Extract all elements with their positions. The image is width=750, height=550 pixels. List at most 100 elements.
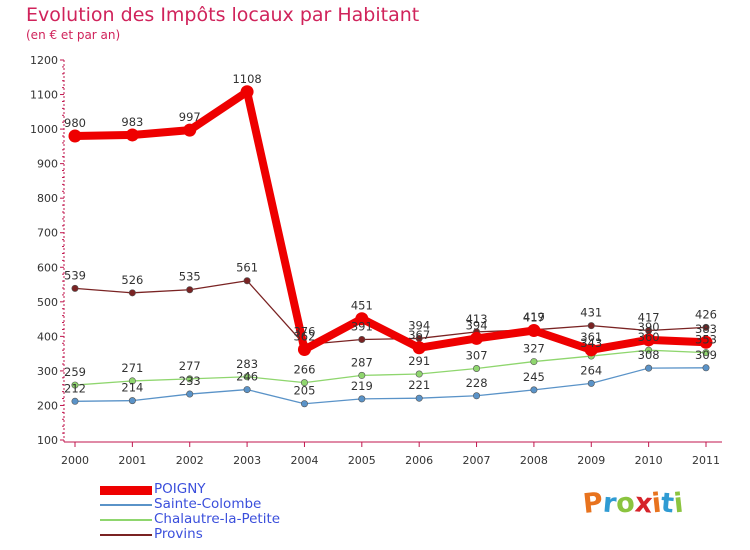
data-label-sainte-colombe: 228 — [466, 376, 488, 390]
data-label-provins: 419 — [523, 310, 545, 324]
legend-swatch — [100, 486, 152, 495]
legend-swatch — [100, 534, 152, 536]
data-point-sainte-colombe — [243, 386, 251, 394]
data-label-provins: 413 — [466, 312, 488, 326]
data-label-provins: 539 — [64, 268, 86, 282]
data-point-poigny — [412, 341, 426, 355]
y-tick-label: 900 — [37, 158, 58, 171]
data-label-provins: 561 — [236, 261, 258, 275]
x-tick-label: 2002 — [176, 454, 204, 467]
x-tick-label: 2009 — [577, 454, 605, 467]
y-tick-label: 1000 — [30, 123, 58, 136]
data-label-poigny: 1108 — [232, 72, 261, 86]
legend-label: Chalautre-la-Petite — [154, 511, 281, 527]
data-point-poigny — [355, 312, 369, 326]
y-tick-label: 1100 — [30, 89, 58, 102]
data-label-chalautre-la-petite: 291 — [408, 354, 430, 368]
data-point-chalautre-la-petite — [128, 377, 136, 385]
data-label-sainte-colombe: 221 — [408, 378, 430, 392]
logo-letter: i — [672, 487, 686, 520]
data-point-provins — [243, 277, 251, 285]
data-label-poigny: 997 — [179, 110, 201, 124]
data-point-chalautre-la-petite — [530, 358, 538, 366]
data-label-provins: 376 — [293, 325, 315, 339]
data-label-provins: 431 — [580, 306, 602, 320]
legend-label: Provins — [154, 526, 203, 542]
y-tick-label: 1200 — [30, 54, 58, 67]
x-tick-label: 2008 — [520, 454, 548, 467]
y-tick-label: 100 — [37, 434, 58, 447]
data-point-chalautre-la-petite — [473, 364, 481, 372]
data-label-poigny: 362 — [293, 329, 315, 343]
data-label-sainte-colombe: 246 — [236, 370, 258, 384]
data-label-poigny: 983 — [121, 115, 143, 129]
data-point-chalautre-la-petite — [300, 379, 308, 387]
x-tick-label: 2004 — [290, 454, 318, 467]
data-label-chalautre-la-petite: 287 — [351, 355, 373, 369]
data-label-chalautre-la-petite: 283 — [236, 357, 258, 371]
data-label-sainte-colombe: 309 — [695, 348, 717, 362]
series-line-poigny — [71, 87, 710, 354]
data-point-provins — [358, 335, 366, 343]
series-line-sainte-colombe — [74, 367, 707, 405]
chart-subtitle: (en € et par an) — [26, 28, 121, 42]
data-label-chalautre-la-petite: 327 — [523, 342, 545, 356]
data-point-poigny — [68, 129, 82, 143]
data-point-poigny — [527, 323, 541, 337]
data-point-provins — [186, 286, 194, 294]
data-label-chalautre-la-petite: 266 — [293, 363, 315, 377]
data-point-chalautre-la-petite — [243, 373, 251, 381]
data-label-poigny: 367 — [408, 328, 430, 342]
data-label-provins: 535 — [179, 270, 201, 284]
data-point-sainte-colombe — [128, 397, 136, 405]
data-point-poigny — [125, 128, 139, 142]
data-point-sainte-colombe — [645, 364, 653, 372]
legend-swatch — [100, 519, 152, 521]
x-tick-label: 2010 — [635, 454, 663, 467]
data-label-poigny: 383 — [695, 322, 717, 336]
data-point-poigny — [642, 333, 656, 347]
data-label-chalautre-la-petite: 259 — [64, 365, 86, 379]
data-point-sainte-colombe — [415, 394, 423, 402]
x-tick-label: 2007 — [463, 454, 491, 467]
y-tick-label: 400 — [37, 330, 58, 343]
x-tick-label: 2005 — [348, 454, 376, 467]
chart-title: Evolution des Impôts locaux par Habitant — [26, 4, 420, 26]
y-tick-label: 600 — [37, 261, 58, 274]
data-label-sainte-colombe: 212 — [64, 381, 86, 395]
data-label-sainte-colombe: 233 — [179, 374, 201, 388]
data-point-sainte-colombe — [358, 395, 366, 403]
data-point-poigny — [297, 342, 311, 356]
data-point-poigny — [699, 335, 713, 349]
data-point-provins — [587, 322, 595, 330]
data-label-sainte-colombe: 264 — [580, 363, 602, 377]
data-label-sainte-colombe: 308 — [638, 348, 660, 362]
data-point-provins — [71, 284, 79, 292]
x-tick-label: 2011 — [692, 454, 720, 467]
data-point-chalautre-la-petite — [358, 371, 366, 379]
data-label-poigny: 451 — [351, 299, 373, 313]
data-label-chalautre-la-petite: 343 — [580, 336, 602, 350]
proxiti-logo: Proxiti — [581, 487, 686, 520]
data-label-poigny: 394 — [466, 318, 488, 332]
data-point-chalautre-la-petite — [702, 349, 710, 357]
x-tick-label: 2000 — [61, 454, 89, 467]
data-label-provins: 526 — [121, 273, 143, 287]
data-point-poigny — [470, 331, 484, 345]
data-point-poigny — [584, 343, 598, 357]
data-label-poigny: 980 — [64, 116, 86, 130]
data-label-provins: 391 — [351, 319, 373, 333]
data-label-provins: 417 — [638, 310, 660, 324]
x-tick-label: 2006 — [405, 454, 433, 467]
data-point-sainte-colombe — [702, 364, 710, 372]
series-line-provins — [74, 280, 707, 346]
data-label-poigny: 417 — [523, 310, 545, 324]
data-point-sainte-colombe — [473, 392, 481, 400]
y-tick-label: 200 — [37, 399, 58, 412]
legend-swatch — [100, 504, 152, 506]
data-label-chalautre-la-petite: 271 — [121, 361, 143, 375]
data-label-poigny: 361 — [580, 330, 602, 344]
data-label-chalautre-la-petite: 360 — [638, 330, 660, 344]
data-point-sainte-colombe — [530, 386, 538, 394]
